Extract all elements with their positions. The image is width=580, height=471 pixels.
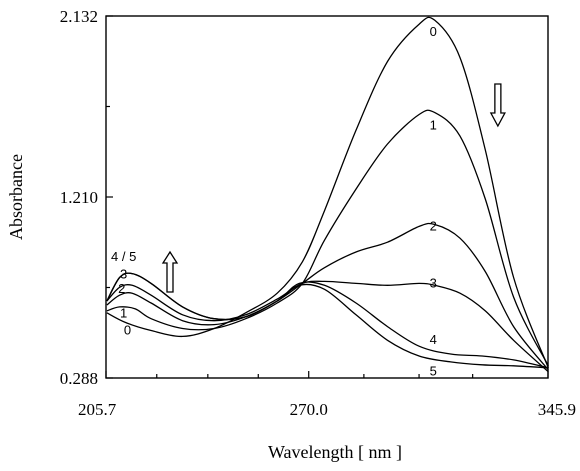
x-tick-labels: 205.7 270.0 345.9 <box>78 400 576 419</box>
series-line-3 <box>106 280 549 373</box>
curve-label: 3 <box>430 275 437 290</box>
x-axis-title: Wavelength [ nm ] <box>268 442 402 462</box>
curve-label: 1 <box>430 117 437 132</box>
curve-label: 4 <box>430 332 437 347</box>
x-tick-label: 270.0 <box>290 400 328 419</box>
y-tick-labels: 0.288 1.210 2.132 <box>60 7 98 388</box>
series-line-2 <box>106 222 549 371</box>
curve-label: 0 <box>430 24 437 39</box>
plot-frame <box>105 15 549 379</box>
y-tick-label: 0.288 <box>60 369 98 388</box>
curve-label: 4 / 5 <box>111 249 136 264</box>
arrow-up-icon <box>161 250 179 293</box>
series-line-0 <box>106 16 549 369</box>
curve-label: 3 <box>120 266 127 281</box>
series-line-5 <box>106 272 549 369</box>
curve-label: 1 <box>120 306 127 321</box>
x-tick-label: 345.9 <box>538 400 576 419</box>
spectra-curves <box>106 16 549 373</box>
x-tick-label: 205.7 <box>78 400 117 419</box>
curve-label: 2 <box>430 218 437 233</box>
y-tick-label: 1.210 <box>60 188 98 207</box>
trend-arrows <box>161 83 506 293</box>
y-axis-title: Absorbance <box>6 154 26 240</box>
series-line-1 <box>106 109 549 367</box>
curve-label: 2 <box>118 281 125 296</box>
curve-label: 0 <box>124 322 131 337</box>
arrow-down-icon <box>489 83 506 128</box>
y-tick-label: 2.132 <box>60 7 98 26</box>
curve-label: 5 <box>430 364 437 379</box>
axis-ticks <box>105 15 549 379</box>
